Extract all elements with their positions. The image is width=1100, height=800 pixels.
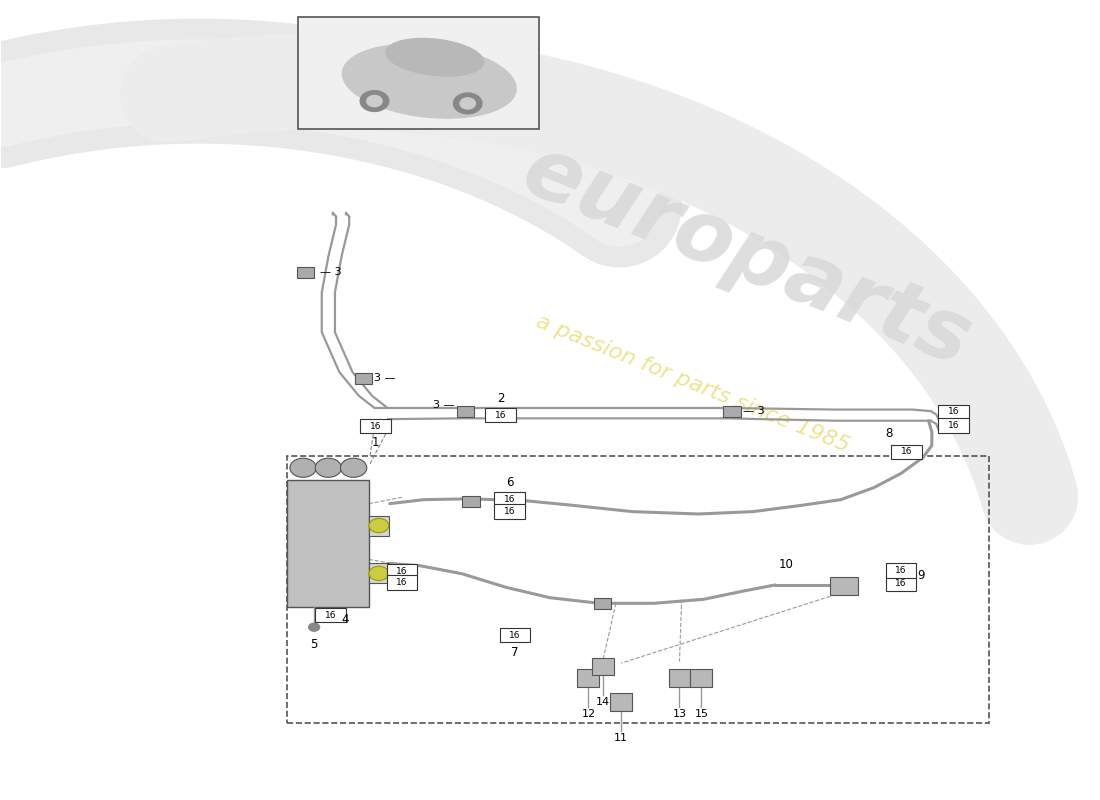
Text: 6: 6 xyxy=(506,476,514,490)
Text: 16: 16 xyxy=(504,507,515,516)
Text: 9: 9 xyxy=(917,569,925,582)
Circle shape xyxy=(366,95,382,106)
Text: 16: 16 xyxy=(901,447,912,456)
Bar xyxy=(354,373,372,384)
Text: 3 —: 3 — xyxy=(374,374,396,383)
Text: 3 —: 3 — xyxy=(433,400,454,410)
Ellipse shape xyxy=(342,44,516,118)
Circle shape xyxy=(316,458,341,478)
Bar xyxy=(669,670,691,687)
Text: 16: 16 xyxy=(370,422,382,431)
Text: 16: 16 xyxy=(504,495,515,504)
Bar xyxy=(494,505,525,518)
Text: 2: 2 xyxy=(497,392,505,405)
Bar xyxy=(594,598,612,609)
Text: 8: 8 xyxy=(886,427,892,440)
Bar xyxy=(368,515,388,535)
Circle shape xyxy=(340,458,366,478)
Bar xyxy=(360,419,390,434)
Text: 14: 14 xyxy=(595,698,609,707)
Circle shape xyxy=(309,623,320,631)
Bar xyxy=(386,564,417,578)
Circle shape xyxy=(453,93,482,114)
Bar xyxy=(578,670,600,687)
Text: europarts: europarts xyxy=(512,129,983,384)
Bar xyxy=(316,608,345,622)
Bar xyxy=(462,496,480,507)
Bar xyxy=(886,563,916,578)
Bar xyxy=(287,480,368,607)
Ellipse shape xyxy=(386,38,484,76)
Circle shape xyxy=(368,566,388,581)
Bar xyxy=(298,18,539,129)
Text: 13: 13 xyxy=(672,710,686,719)
Bar xyxy=(724,406,741,417)
Text: 4: 4 xyxy=(341,613,349,626)
Bar xyxy=(386,575,417,590)
Text: 16: 16 xyxy=(396,567,408,576)
Text: 16: 16 xyxy=(895,566,906,575)
Bar xyxy=(368,563,388,583)
Text: 16: 16 xyxy=(948,421,959,430)
Bar xyxy=(456,406,474,417)
Text: 12: 12 xyxy=(581,710,595,719)
Circle shape xyxy=(368,518,388,533)
Bar xyxy=(886,576,916,590)
Circle shape xyxy=(460,98,475,109)
Text: 1: 1 xyxy=(372,436,379,449)
Text: 5: 5 xyxy=(310,638,318,650)
Text: 15: 15 xyxy=(694,710,708,719)
Text: 16: 16 xyxy=(396,578,408,587)
Bar xyxy=(938,405,969,419)
Bar xyxy=(499,628,530,642)
Text: 16: 16 xyxy=(948,407,959,417)
Text: a passion for parts since 1985: a passion for parts since 1985 xyxy=(534,312,852,456)
Circle shape xyxy=(290,458,317,478)
Text: 16: 16 xyxy=(509,630,520,640)
Bar xyxy=(938,418,969,433)
Text: 7: 7 xyxy=(512,646,518,658)
Bar xyxy=(891,445,922,459)
Text: 16: 16 xyxy=(895,579,906,588)
Bar xyxy=(287,456,989,723)
Circle shape xyxy=(360,90,388,111)
Text: 10: 10 xyxy=(779,558,793,571)
Text: — 3: — 3 xyxy=(320,267,341,278)
Bar xyxy=(829,577,858,594)
Text: 16: 16 xyxy=(324,610,337,620)
Text: 11: 11 xyxy=(614,734,628,743)
Bar xyxy=(691,670,713,687)
Text: — 3: — 3 xyxy=(744,406,764,416)
Text: 16: 16 xyxy=(495,410,506,420)
Bar xyxy=(297,267,315,278)
Bar xyxy=(485,408,516,422)
Bar xyxy=(592,658,614,675)
Bar xyxy=(610,694,632,711)
Bar xyxy=(494,493,525,507)
